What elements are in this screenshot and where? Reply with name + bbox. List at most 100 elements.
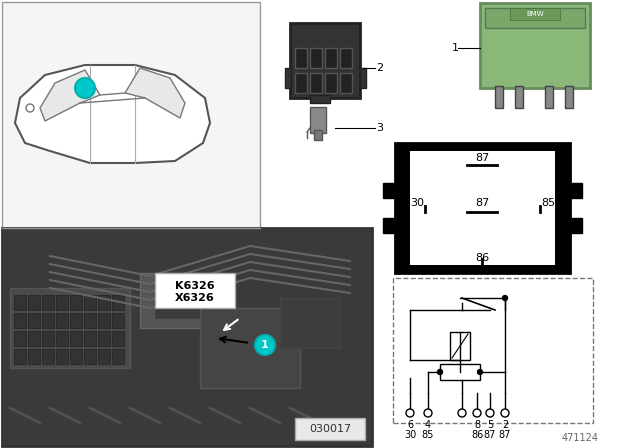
Circle shape [438,370,442,375]
Text: 86: 86 [471,430,483,440]
Bar [98,295,110,310]
Circle shape [406,409,414,417]
Bar [290,23,360,98]
Bar [440,364,480,380]
Circle shape [473,409,481,417]
Bar [510,8,560,20]
Bar [295,73,307,93]
Polygon shape [125,68,185,118]
Text: 85: 85 [422,430,434,440]
Bar [310,107,326,133]
Text: 1: 1 [261,340,269,350]
Bar [295,48,307,68]
Bar [28,331,40,346]
Bar [325,73,337,93]
Bar [14,331,26,346]
Circle shape [424,409,432,417]
Circle shape [501,409,509,417]
Bar [56,313,68,328]
Text: K6326: K6326 [175,281,215,291]
Bar [310,95,330,103]
Bar [84,331,96,346]
Bar [84,349,96,364]
Bar [70,331,82,346]
Text: 87: 87 [484,430,496,440]
Bar [14,295,26,310]
Bar [325,48,337,68]
Bar [200,308,300,388]
Bar [112,331,124,346]
Bar [360,68,366,88]
Bar [545,86,553,108]
Bar [84,313,96,328]
Bar [112,313,124,328]
Polygon shape [40,70,100,121]
Bar [295,418,365,440]
Text: 85: 85 [541,198,555,208]
Bar [340,73,352,93]
Text: BMW: BMW [526,11,544,17]
Bar [495,86,503,108]
Text: 471124: 471124 [561,433,598,443]
Bar [70,295,82,310]
Bar [155,283,205,318]
Text: 030017: 030017 [309,424,351,434]
Text: 1: 1 [451,43,458,53]
Circle shape [458,409,466,417]
Bar [480,3,590,88]
Bar [155,273,235,308]
Bar [14,349,26,364]
Text: 3: 3 [376,123,383,133]
Bar [383,218,397,233]
Text: 30: 30 [404,430,416,440]
Bar [42,313,54,328]
Circle shape [502,296,508,301]
Bar [280,298,340,348]
Bar [140,273,220,328]
Bar [568,218,582,233]
Bar [3,229,371,445]
Bar [568,183,582,198]
Text: X6326: X6326 [175,293,215,303]
Bar [28,313,40,328]
Bar [2,2,260,228]
Text: 87: 87 [475,198,489,208]
Bar [340,48,352,68]
Bar [565,86,573,108]
Bar [98,313,110,328]
Bar [28,349,40,364]
Bar [70,349,82,364]
Polygon shape [15,65,210,163]
Text: 2: 2 [502,420,508,430]
Text: 2: 2 [376,63,383,73]
Bar [310,73,322,93]
Bar [2,228,372,446]
Bar [70,313,82,328]
Bar [383,183,397,198]
Text: 87: 87 [475,153,489,163]
Bar [112,349,124,364]
Bar [10,288,130,368]
Bar [310,48,322,68]
Text: 30: 30 [410,198,424,208]
Bar [56,295,68,310]
Bar [314,130,322,140]
Text: 4: 4 [425,420,431,430]
Bar [42,331,54,346]
Text: 87: 87 [499,430,511,440]
Bar [98,349,110,364]
Text: 1: 1 [81,83,89,93]
Circle shape [477,370,483,375]
Bar [450,332,470,360]
Text: 8: 8 [474,420,480,430]
Text: 6: 6 [407,420,413,430]
Bar [285,68,291,88]
Bar [393,278,593,423]
Bar [56,349,68,364]
Circle shape [26,104,34,112]
Bar [42,295,54,310]
Bar [98,331,110,346]
Bar [42,349,54,364]
Bar [14,313,26,328]
Circle shape [75,78,95,98]
